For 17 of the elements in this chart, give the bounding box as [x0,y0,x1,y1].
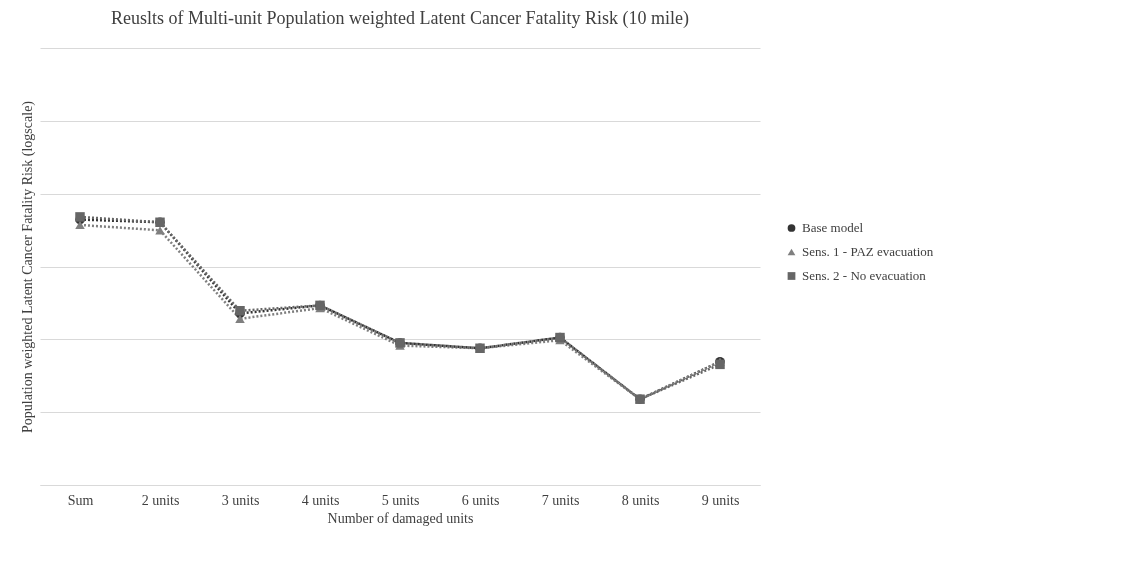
x-tick-label: 3 units [221,492,260,508]
legend-label: Sens. 1 - PAZ evacuation [802,244,934,259]
legend-label: Sens. 2 - No evacuation [802,268,927,283]
x-tick-label: 6 units [461,492,500,508]
x-tick-label: 9 units [701,492,740,508]
legend-label: Base model [802,220,864,235]
point [235,314,245,323]
chart-title: Reuslts of Multi-unit Population weighted Latent Cancer Fatality Risk (10 mile) [111,8,689,29]
point [75,220,85,230]
x-tick-label: 2 units [141,492,180,508]
y-axis-title: Population weighted Latent Cancer Fatality Risk (logscale) [19,100,36,434]
x-tick-label: 7 units [541,492,580,508]
x-axis-title: Number of damaged units [327,510,474,526]
x-tick-label: 5 units [381,492,420,508]
x-tick-label: 4 units [301,492,340,508]
x-tick-label: 8 units [621,492,660,508]
x-tick-label: Sum [67,492,94,508]
